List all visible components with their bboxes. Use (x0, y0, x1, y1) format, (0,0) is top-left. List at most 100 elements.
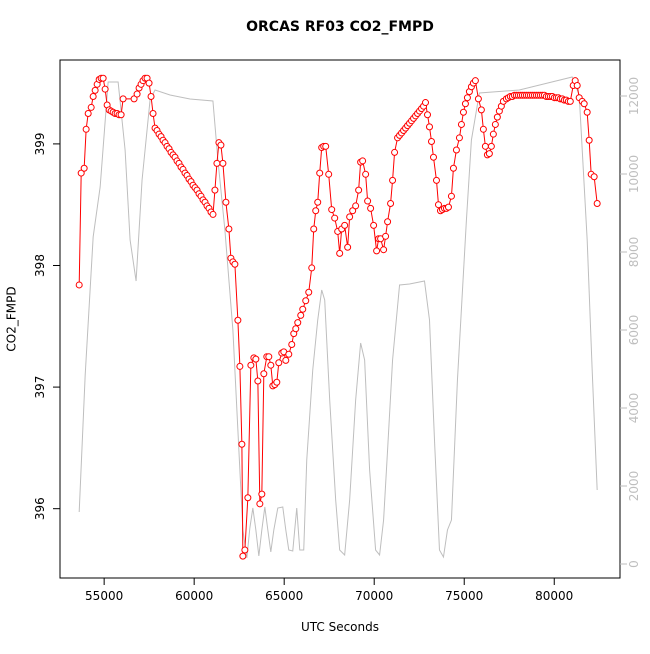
x-tick-label: 70000 (355, 589, 393, 603)
data-point (310, 225, 318, 233)
data-point (219, 159, 227, 167)
data-point (336, 249, 344, 257)
data-point (481, 142, 489, 150)
y2-tick-label: 8000 (627, 237, 641, 268)
data-point (427, 137, 435, 145)
data-point (362, 170, 370, 178)
data-point (299, 305, 307, 313)
data-point (370, 221, 378, 229)
y-tick-label: 396 (33, 497, 47, 520)
data-point (238, 440, 246, 448)
data-point (474, 95, 482, 103)
chart-title: ORCAS RF03 CO2_FMPD (246, 19, 434, 35)
data-point (380, 246, 388, 254)
data-point (387, 199, 395, 207)
x-tick-label: 60000 (175, 589, 213, 603)
data-point (349, 207, 357, 215)
y-tick-label: 398 (33, 254, 47, 277)
data-point (391, 148, 399, 156)
data-point (244, 494, 252, 502)
data-point (491, 120, 499, 128)
data-point (254, 377, 262, 385)
data-point (316, 169, 324, 177)
data-point (489, 130, 497, 138)
y2-tick-label: 6000 (627, 315, 641, 346)
data-point (493, 113, 501, 121)
data-point (260, 370, 268, 378)
data-point (80, 164, 88, 172)
data-point (252, 355, 260, 363)
data-point (267, 361, 275, 369)
data-point (359, 157, 367, 165)
data-point (234, 316, 242, 324)
x-axis-label: UTC Seconds (301, 620, 379, 634)
data-point (573, 82, 581, 90)
data-point (479, 125, 487, 133)
plot-box (59, 59, 621, 579)
data-point (133, 90, 141, 98)
y-axis-label: CO2_FMPD (5, 286, 19, 351)
data-point (312, 207, 320, 215)
data-point (328, 206, 336, 214)
data-point (211, 186, 219, 194)
data-point (119, 95, 127, 103)
x-tick-label: 55000 (85, 589, 123, 603)
data-point (477, 106, 485, 114)
data-point (455, 134, 463, 142)
data-point (99, 74, 107, 82)
data-point (247, 361, 255, 369)
data-point (75, 281, 83, 289)
data-point (256, 500, 264, 508)
y2-tick-label: 10000 (627, 155, 641, 193)
data-point (241, 546, 249, 554)
data-point (444, 203, 452, 211)
y-tick-label: 399 (33, 132, 47, 155)
data-point (322, 142, 330, 150)
data-point (593, 199, 601, 207)
data-point (364, 197, 372, 205)
data-point (275, 359, 283, 367)
data-point (566, 97, 574, 105)
data-point (258, 490, 266, 498)
data-point (449, 164, 457, 172)
data-point (273, 378, 281, 386)
data-point (580, 100, 588, 108)
data-point (459, 108, 467, 116)
data-point (447, 192, 455, 200)
data-point (84, 110, 92, 118)
data-point (209, 210, 217, 218)
data-point (236, 362, 244, 370)
y2-tick-label: 0 (627, 560, 641, 568)
data-point (346, 213, 354, 221)
data-point (583, 108, 591, 116)
data-point (82, 125, 90, 133)
data-point (422, 99, 430, 107)
data-point (429, 153, 437, 161)
data-point (302, 297, 310, 305)
data-point (117, 111, 125, 119)
data-point (463, 94, 471, 102)
data-point (308, 264, 316, 272)
data-point (367, 204, 375, 212)
data-point (585, 136, 593, 144)
data-point (471, 77, 479, 85)
y2-tick-label: 4000 (627, 393, 641, 424)
data-point (352, 202, 360, 210)
data-point (331, 214, 339, 222)
data-point (149, 110, 157, 118)
data-point (145, 79, 153, 87)
data-point (265, 353, 273, 361)
data-point (89, 92, 97, 100)
data-point (282, 356, 290, 364)
data-point (305, 288, 313, 296)
data-point (432, 176, 440, 184)
data-point (87, 103, 95, 111)
data-point (384, 218, 392, 226)
data-point (434, 201, 442, 209)
data-point (424, 111, 431, 119)
data-point (294, 319, 302, 327)
data-point (325, 170, 333, 178)
data-point (389, 176, 397, 184)
data-point (285, 350, 293, 358)
